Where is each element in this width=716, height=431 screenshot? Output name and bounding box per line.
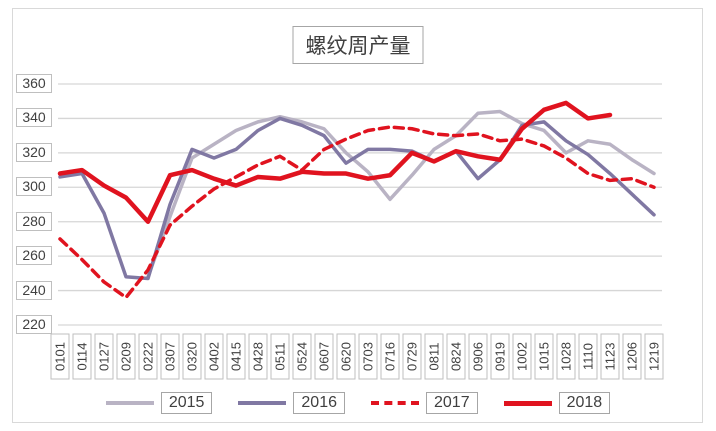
x-tick-label-0402: 0402 bbox=[204, 333, 224, 380]
x-tick-label-0524: 0524 bbox=[292, 333, 312, 380]
x-tick-label-0824: 0824 bbox=[446, 333, 466, 380]
legend-label-2018: 2018 bbox=[558, 392, 611, 414]
legend-label-2016: 2016 bbox=[293, 392, 345, 414]
y-tick-label-320: 320 bbox=[16, 142, 52, 162]
x-tick-label-0716: 0716 bbox=[380, 333, 400, 380]
y-tick-label-240: 240 bbox=[16, 280, 52, 300]
x-tick-label-0320: 0320 bbox=[182, 333, 202, 380]
y-tick-label-260: 260 bbox=[16, 246, 52, 266]
legend-item-2018: 2018 bbox=[503, 392, 611, 414]
y-tick-label-300: 300 bbox=[16, 177, 52, 197]
legend: 2015 2016 2017 2018 bbox=[0, 392, 716, 414]
x-tick-label-0511: 0511 bbox=[270, 333, 290, 380]
legend-item-2015: 2015 bbox=[105, 392, 213, 414]
x-tick-label-1123: 1123 bbox=[600, 333, 620, 380]
series-line-2018 bbox=[57, 100, 613, 224]
x-tick-label-0811: 0811 bbox=[424, 333, 444, 380]
y-tick-label-280: 280 bbox=[16, 211, 52, 231]
legend-swatch-2018 bbox=[503, 400, 552, 406]
x-tick-label-0919: 0919 bbox=[490, 333, 510, 380]
x-tick-label-1219: 1219 bbox=[644, 333, 664, 380]
legend-swatch-2017 bbox=[371, 401, 419, 405]
series-line-2017 bbox=[58, 125, 656, 300]
x-tick-label-1015: 1015 bbox=[534, 333, 554, 380]
x-tick-label-0101: 0101 bbox=[50, 333, 70, 380]
series-lines bbox=[57, 100, 656, 300]
legend-label-2015: 2015 bbox=[160, 392, 213, 414]
legend-label-2017: 2017 bbox=[426, 392, 478, 414]
y-tick-label-340: 340 bbox=[16, 108, 52, 128]
x-tick-label-1206: 1206 bbox=[622, 333, 642, 380]
x-tick-label-0620: 0620 bbox=[336, 333, 356, 380]
chart-title: 螺纹周产量 bbox=[292, 26, 424, 64]
x-tick-label-1028: 1028 bbox=[556, 333, 576, 380]
legend-swatch-2016 bbox=[238, 401, 287, 405]
x-tick-label-0209: 0209 bbox=[116, 333, 136, 380]
series-line-2016 bbox=[58, 116, 656, 281]
x-tick-label-0906: 0906 bbox=[468, 333, 488, 380]
x-tick-label-0222: 0222 bbox=[138, 333, 158, 380]
x-tick-label-0607: 0607 bbox=[314, 333, 334, 380]
series-line-2015 bbox=[146, 109, 656, 279]
y-tick-label-360: 360 bbox=[16, 74, 52, 93]
x-tick-label-0127: 0127 bbox=[94, 333, 114, 380]
legend-item-2016: 2016 bbox=[238, 392, 345, 414]
legend-swatch-2015 bbox=[105, 401, 154, 405]
x-tick-label-1110: 1110 bbox=[578, 333, 598, 380]
legend-item-2017: 2017 bbox=[371, 392, 478, 414]
x-tick-label-0114: 0114 bbox=[72, 333, 92, 380]
x-tick-label-0307: 0307 bbox=[160, 333, 180, 380]
x-tick-label-0428: 0428 bbox=[248, 333, 268, 380]
y-tick-label-220: 220 bbox=[16, 315, 52, 334]
x-tick-label-0729: 0729 bbox=[402, 333, 422, 380]
x-tick-label-0703: 0703 bbox=[358, 333, 378, 380]
x-tick-label-0415: 0415 bbox=[226, 333, 246, 380]
x-tick-label-1002: 1002 bbox=[512, 333, 532, 380]
gridlines bbox=[58, 83, 662, 326]
